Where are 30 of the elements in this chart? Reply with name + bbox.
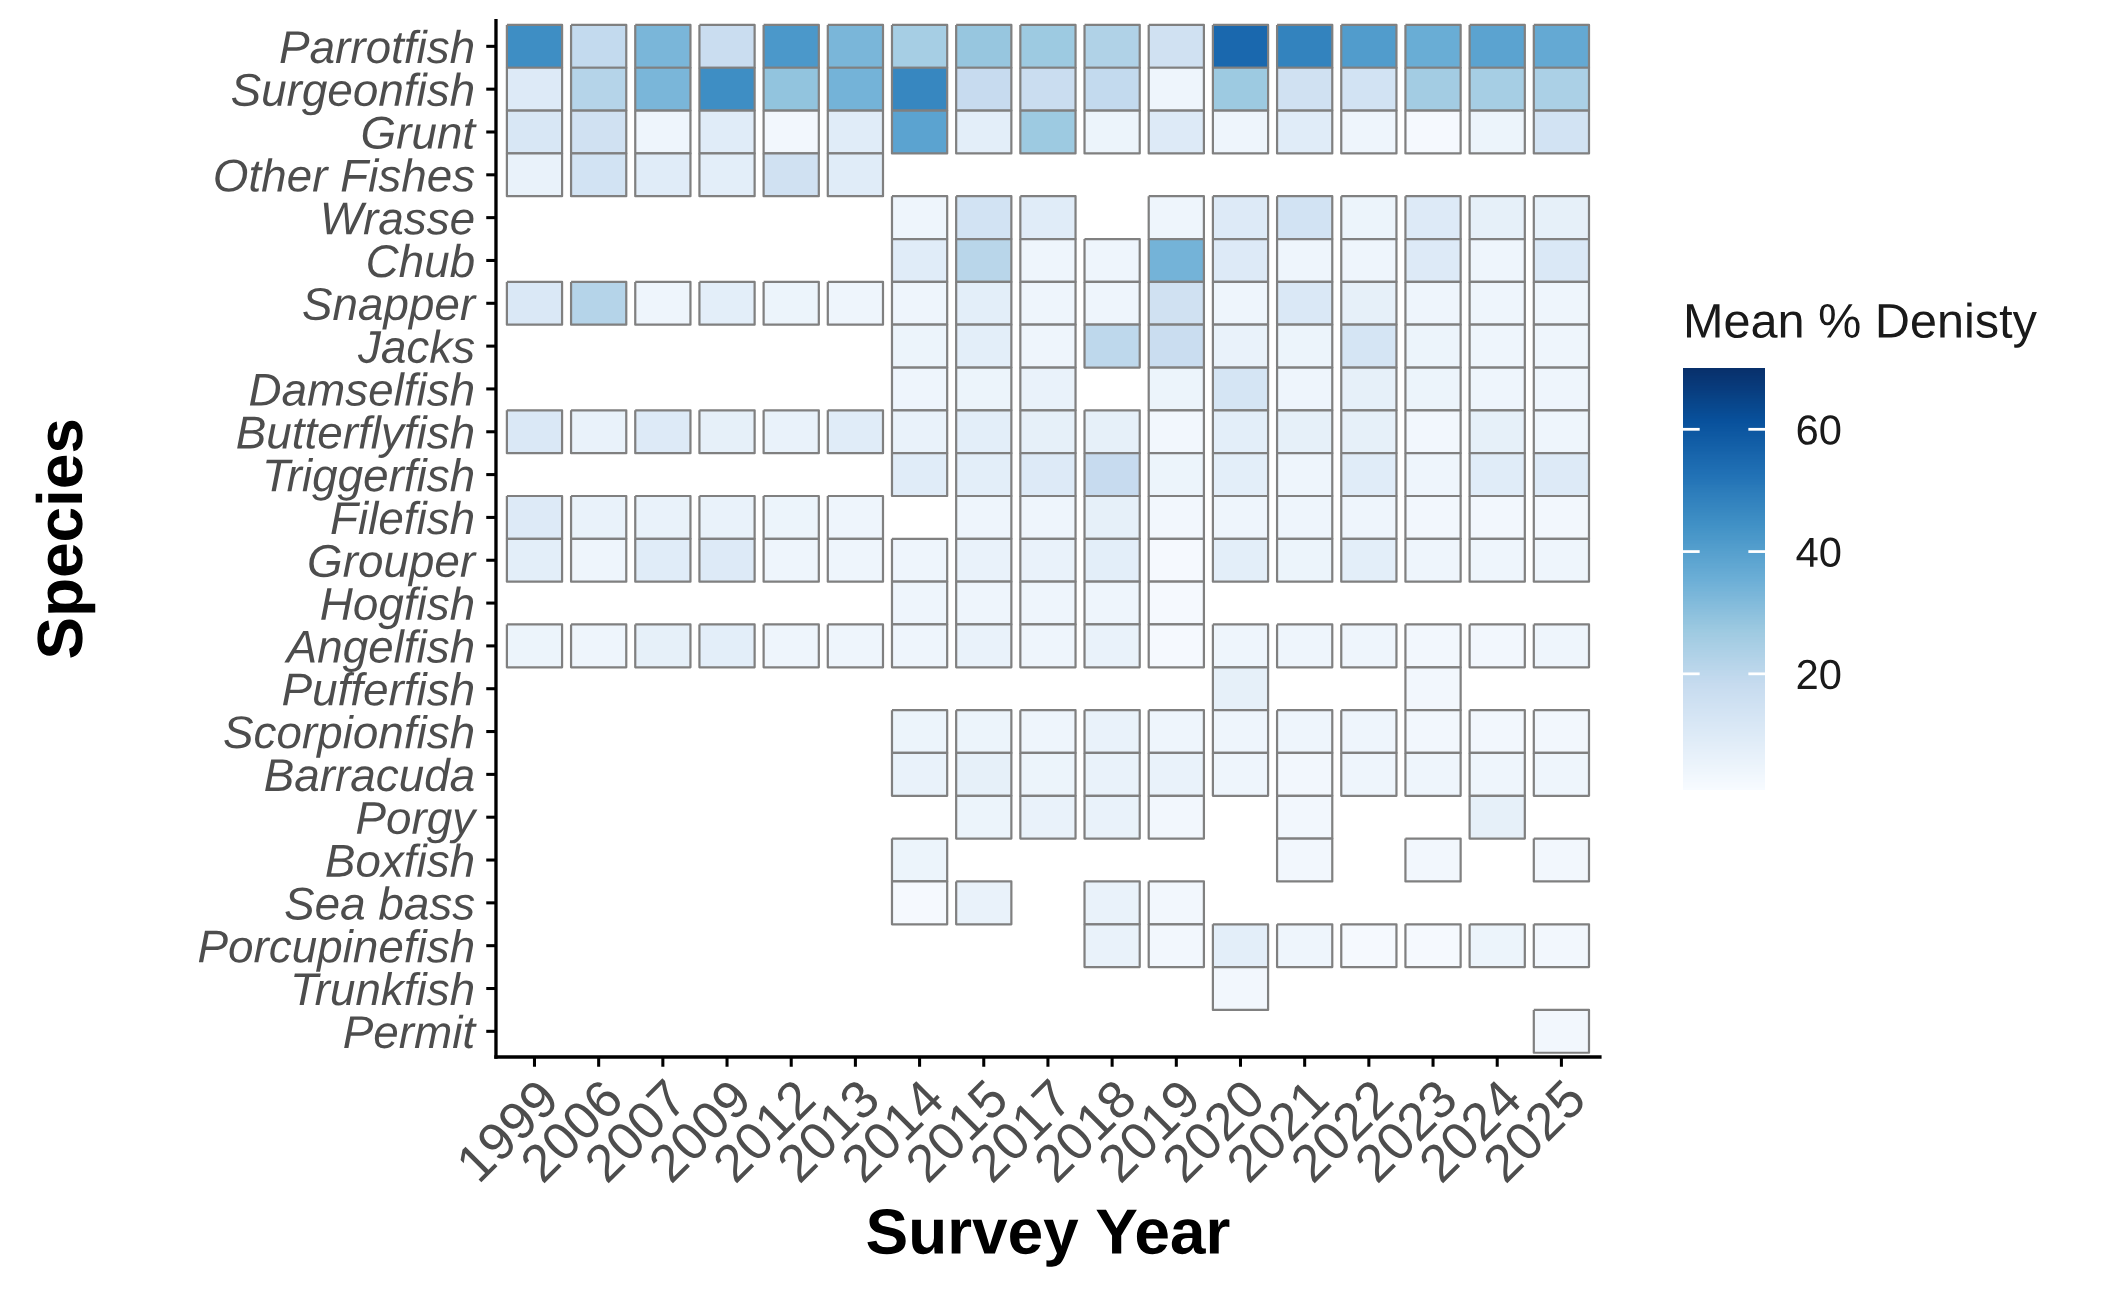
y-tick-label: Scorpionfish	[224, 714, 474, 758]
y-tick-label: Sea bass	[285, 886, 475, 920]
y-tick-label: Trunkfish	[294, 971, 474, 1006]
color-bar-label: 40	[1796, 537, 1841, 568]
color-bar-label: 60	[1797, 415, 1841, 445]
y-tick-label: Permit	[344, 1014, 477, 1049]
y-tick-label: Grunt	[362, 116, 477, 150]
y-tick-label: Surgeonfish	[231, 72, 474, 116]
y-tick-label: Butterflyfish	[237, 415, 474, 458]
y-axis-title: Species	[35, 420, 96, 658]
y-tick-label: Damselfish	[249, 372, 474, 406]
y-tick-label: Other Fishes	[215, 158, 475, 192]
y-tick-label: Porgy	[356, 802, 478, 844]
y-tick-label: Snapper	[303, 287, 477, 330]
y-tick-label: Angelfish	[284, 629, 474, 673]
y-tick-label: Barracuda	[265, 757, 474, 792]
y-tick-label: Filefish	[331, 500, 474, 535]
y-tick-label: Hogfish	[321, 586, 474, 630]
color-bar-label: 20	[1797, 659, 1841, 690]
y-tick-label: Parrotfish	[280, 29, 474, 64]
y-tick-label: Triggerfish	[266, 457, 474, 501]
y-tick-label: Jacks	[357, 329, 475, 364]
y-tick-label: Grouper	[309, 544, 477, 587]
y-tick-label: Wrasse	[323, 202, 474, 235]
color-bar-title: Mean % Denisty	[1686, 302, 2037, 348]
y-tick-label: Porcupinefish	[198, 929, 474, 972]
y-tick-label: Pufferfish	[282, 672, 474, 706]
x-axis-title: Survey Year	[867, 1208, 1230, 1267]
y-tick-label: Chub	[368, 243, 474, 278]
y-tick-label: Boxfish	[326, 843, 474, 878]
